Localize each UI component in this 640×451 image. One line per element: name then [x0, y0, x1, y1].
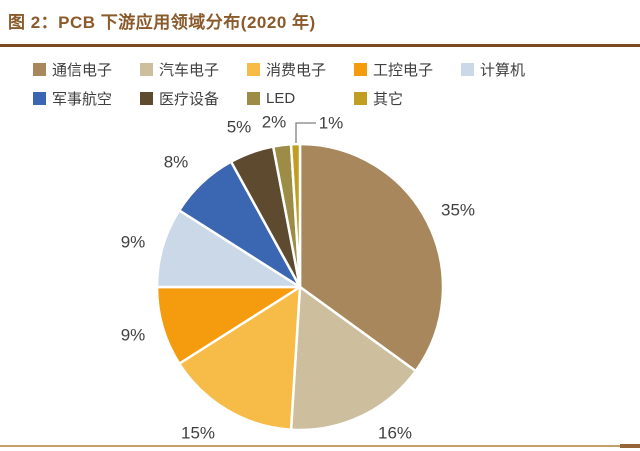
legend-swatch-icon — [354, 62, 367, 76]
legend-swatch-icon — [140, 91, 153, 105]
chart-legend: 通信电子 汽车电子 消费电子 工控电子 计算机军事航空 医疗设备 LED 其它 — [33, 56, 568, 111]
legend-swatch-icon — [461, 62, 474, 76]
legend-item-4: 工控电子 — [354, 56, 461, 82]
pie-slice-5 — [155, 209, 302, 289]
legend-label: 军事航空 — [52, 90, 113, 108]
bottom-divider — [0, 445, 640, 447]
legend-label: 工控电子 — [373, 61, 434, 79]
pie-slice-3 — [178, 285, 302, 431]
legend-item-3: 消费电子 — [247, 56, 354, 82]
legend-item-6: 军事航空 — [33, 85, 140, 111]
legend-swatch-icon — [33, 91, 46, 105]
legend-item-9: 其它 — [354, 85, 461, 111]
legend-swatch-icon — [33, 62, 46, 76]
slice-value-label: 9% — [121, 233, 146, 252]
slice-value-label: 1% — [319, 114, 344, 133]
legend-item-8: LED — [247, 85, 354, 111]
pie-chart-svg: 35% 16% 15% 9% 9% 8% 5% 2% 1% — [121, 113, 475, 443]
legend-label: 汽车电子 — [159, 61, 220, 79]
pie-slice-2 — [289, 285, 417, 432]
legend-item-2: 汽车电子 — [140, 56, 247, 82]
slice-value-label: 15% — [181, 424, 215, 443]
pie-slice-4 — [155, 285, 302, 365]
legend-label: 通信电子 — [52, 61, 113, 79]
slice-value-label: 5% — [227, 118, 252, 137]
legend-item-5: 计算机 — [461, 56, 568, 82]
slice-value-label: 8% — [164, 153, 189, 172]
legend-swatch-icon — [247, 91, 260, 105]
legend-label: 医疗设备 — [159, 90, 220, 108]
slice-value-label: 9% — [121, 326, 146, 345]
pie-slice-1 — [298, 142, 445, 373]
bottom-divider-cap — [620, 444, 640, 448]
slice-value-label: 2% — [262, 113, 287, 132]
leader-line-icon — [295, 122, 316, 143]
legend-swatch-icon — [140, 62, 153, 76]
legend-label: LED — [266, 89, 296, 107]
title-divider — [0, 44, 640, 47]
legend-label: 其它 — [373, 90, 404, 108]
figure-title: 图 2：PCB 下游应用领域分布(2020 年) — [8, 13, 316, 32]
legend-item-1: 通信电子 — [33, 56, 140, 82]
legend-swatch-icon — [247, 62, 260, 76]
slice-value-label: 16% — [378, 424, 412, 443]
legend-item-7: 医疗设备 — [140, 85, 247, 111]
legend-label: 计算机 — [480, 61, 526, 79]
slice-value-label: 35% — [441, 201, 475, 220]
legend-swatch-icon — [354, 91, 367, 105]
pie-slice-9 — [289, 142, 302, 289]
legend-label: 消费电子 — [266, 61, 327, 79]
